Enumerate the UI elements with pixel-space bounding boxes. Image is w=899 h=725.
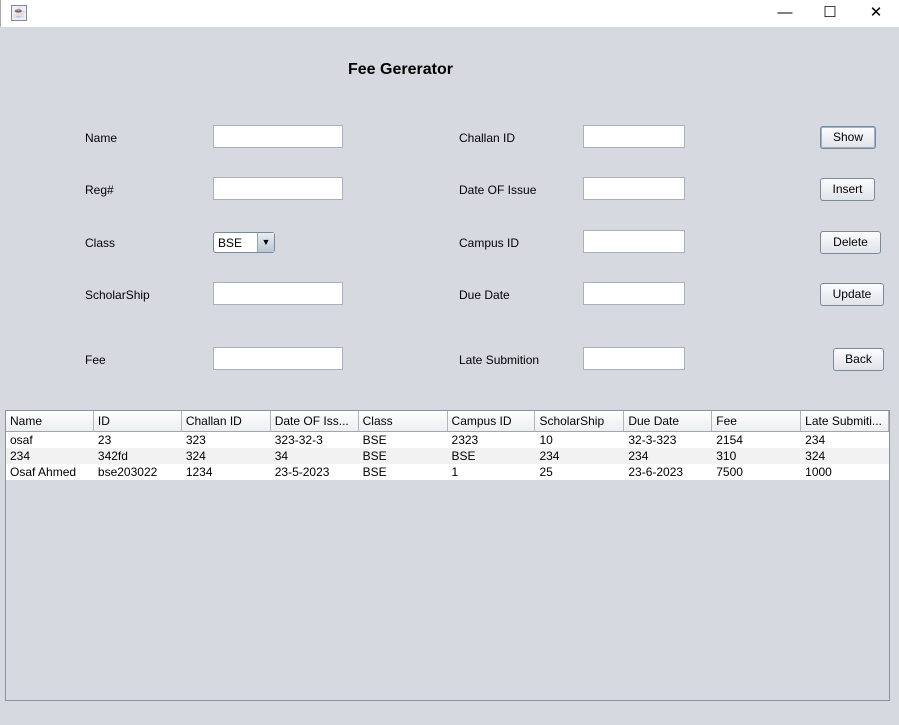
- column-header[interactable]: Name: [6, 411, 94, 431]
- table-cell: 25: [539, 465, 553, 479]
- minimize-button[interactable]: —: [777, 4, 793, 21]
- campus-id-label: Campus ID: [459, 236, 520, 250]
- column-header[interactable]: ScholarShip: [535, 411, 625, 431]
- column-header[interactable]: Class: [359, 411, 448, 431]
- maximize-button[interactable]: ☐: [823, 4, 837, 21]
- column-header[interactable]: Challan ID: [182, 411, 271, 431]
- table-cell: 342fd: [97, 449, 128, 463]
- column-header[interactable]: Campus ID: [448, 411, 536, 431]
- insert-button[interactable]: Insert: [820, 178, 875, 201]
- date-of-issue-label: Date OF Issue: [459, 183, 537, 197]
- fee-table[interactable]: Name ID Challan ID Date OF Iss... Class Campu…: [5, 410, 890, 701]
- table-cell: 10: [539, 433, 553, 447]
- table-cell: 23: [97, 433, 112, 447]
- show-button[interactable]: Show: [820, 126, 876, 149]
- column-header[interactable]: ID: [94, 411, 182, 431]
- table-cell: BSE: [362, 465, 387, 479]
- table-cell: BSE: [362, 449, 387, 463]
- table-cell: 32-3-323: [628, 433, 677, 447]
- fee-label: Fee: [85, 353, 106, 367]
- due-date-label: Due Date: [459, 288, 510, 302]
- challan-id-label: Challan ID: [459, 131, 516, 145]
- class-select[interactable]: BSE ▼: [213, 232, 275, 253]
- table-row[interactable]: 234 342fd 324 34 BSE BSE 234 234 310 324: [6, 448, 889, 464]
- table-body: osaf 23 323 323-32-3 BSE 2323 10 32-3-323 2154 23…: [6, 432, 889, 480]
- name-field[interactable]: [213, 125, 343, 148]
- table-cell: 323-32-3: [274, 433, 323, 447]
- challan-id-field[interactable]: [583, 125, 685, 148]
- title-bar: ☕ — ☐ ✕: [0, 0, 899, 27]
- table-cell: 234: [628, 449, 649, 463]
- fee-field[interactable]: [213, 347, 343, 370]
- java-app-icon: ☕: [11, 5, 27, 21]
- table-cell: 1: [451, 465, 459, 479]
- table-cell: 234: [539, 449, 560, 463]
- back-button[interactable]: Back: [833, 348, 884, 371]
- table-cell: bse203022: [97, 465, 158, 479]
- page-title: Fee Gererator: [348, 61, 453, 78]
- table-cell: BSE: [451, 449, 476, 463]
- table-cell: osaf: [10, 433, 33, 447]
- table-cell: Osaf Ahmed: [10, 465, 77, 479]
- table-cell: 234: [10, 449, 31, 463]
- table-row[interactable]: Osaf Ahmed bse203022 1234 23-5-2023 BSE 1 25 23…: [6, 464, 889, 480]
- reg-field[interactable]: [213, 177, 343, 200]
- update-button[interactable]: Update: [820, 283, 884, 306]
- table-cell: 1000: [805, 465, 832, 479]
- campus-id-field[interactable]: [583, 230, 685, 253]
- table-cell: BSE: [362, 433, 387, 447]
- table-cell: 2323: [451, 433, 479, 447]
- table-header: Name ID Challan ID Date OF Iss... Class Campu…: [6, 411, 890, 432]
- name-label: Name: [85, 131, 118, 145]
- chevron-down-icon[interactable]: ▼: [257, 233, 274, 252]
- delete-button[interactable]: Delete: [820, 231, 881, 254]
- table-cell: 2154: [716, 433, 743, 447]
- table-cell: 1234: [185, 465, 213, 479]
- table-cell: 324: [185, 449, 206, 463]
- scholarship-field[interactable]: [213, 282, 343, 305]
- table-cell: 34: [274, 449, 289, 463]
- column-header[interactable]: Late Submiti...: [801, 411, 890, 431]
- table-cell: 23-6-2023: [628, 465, 684, 479]
- column-header[interactable]: Fee: [712, 411, 802, 431]
- late-submition-field[interactable]: [583, 347, 685, 370]
- date-of-issue-field[interactable]: [583, 177, 685, 200]
- table-cell: 310: [716, 449, 737, 463]
- close-button[interactable]: ✕: [869, 4, 883, 21]
- reg-label: Reg#: [85, 183, 114, 197]
- late-submition-label: Late Submition: [459, 353, 540, 367]
- column-header[interactable]: Due Date: [624, 411, 713, 431]
- table-cell: 323: [185, 433, 206, 447]
- class-value: BSE: [218, 236, 243, 250]
- table-cell: 234: [805, 433, 826, 447]
- class-label: Class: [85, 236, 116, 250]
- table-cell: 7500: [716, 465, 743, 479]
- table-cell: 23-5-2023: [274, 465, 330, 479]
- table-row[interactable]: osaf 23 323 323-32-3 BSE 2323 10 32-3-323 2154 23…: [6, 432, 889, 448]
- scholarship-label: ScholarShip: [85, 288, 150, 302]
- column-header[interactable]: Date OF Iss...: [271, 411, 359, 431]
- due-date-field[interactable]: [583, 282, 685, 305]
- table-cell: 324: [805, 449, 826, 463]
